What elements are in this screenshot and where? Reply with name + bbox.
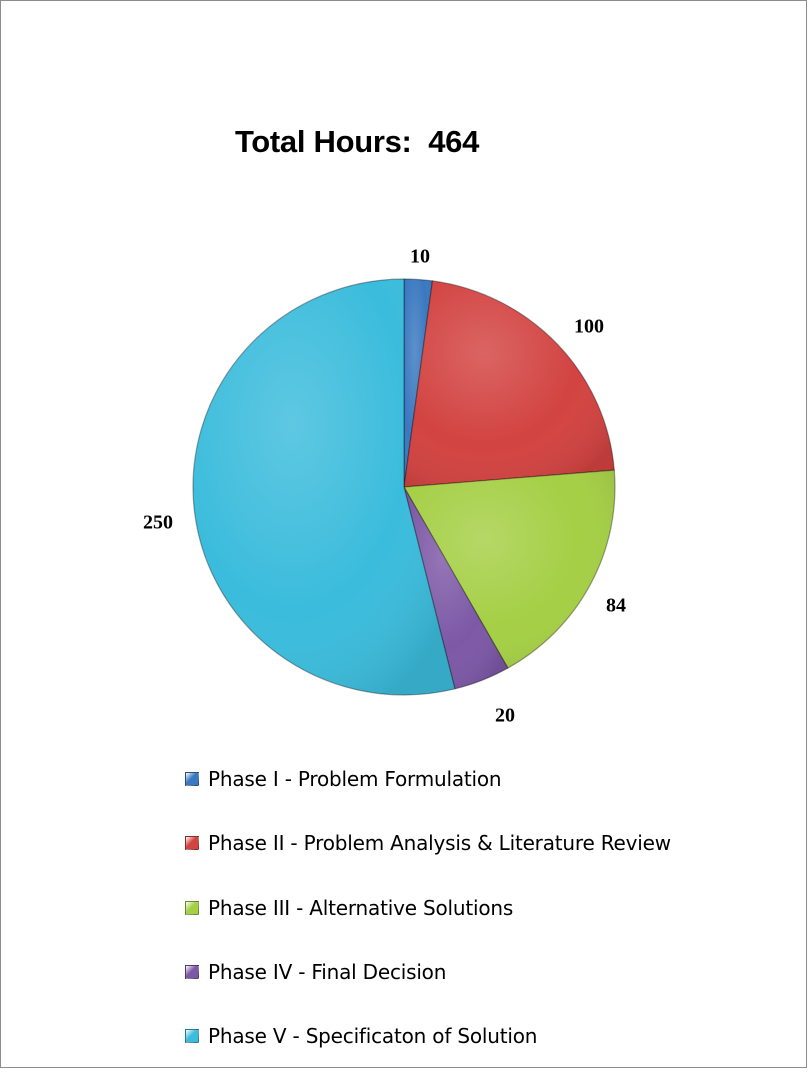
legend-swatch-4 — [185, 964, 199, 979]
legend-label-3: Phase III - Alternative Solutions — [208, 895, 514, 920]
legend-swatch-2 — [185, 836, 199, 851]
data-label-3: 84 — [606, 595, 626, 617]
legend-item-1: Phase I - Problem Formulation — [185, 762, 671, 826]
pie-slices — [192, 278, 616, 696]
pie-slice-shading-3 — [404, 470, 615, 669]
legend-item-5: Phase V - Specificaton of Solution — [185, 1019, 671, 1083]
data-label-5: 250 — [143, 512, 173, 534]
legend: Phase I - Problem Formulation Phase II - … — [185, 762, 671, 1083]
legend-item-3: Phase III - Alternative Solutions — [185, 891, 671, 955]
legend-label-1: Phase I - Problem Formulation — [208, 767, 502, 791]
pie-slice-shading-5 — [193, 279, 455, 695]
legend-item-4: Phase IV - Final Decision — [185, 955, 671, 1019]
legend-label-5: Phase V - Specificaton of Solution — [208, 1024, 538, 1049]
data-label-4: 20 — [495, 705, 515, 727]
legend-swatch-1 — [185, 772, 199, 786]
legend-label-4: Phase IV - Final Decision — [208, 959, 447, 984]
data-label-2: 100 — [574, 316, 604, 338]
legend-item-2: Phase II - Problem Analysis & Literature… — [185, 826, 671, 890]
legend-swatch-5 — [185, 1029, 199, 1044]
pie-data-labels: 10 100 84 20 250 — [143, 246, 626, 727]
pie-slice-shading-2 — [404, 280, 615, 487]
legend-label-2: Phase II - Problem Analysis & Literature… — [208, 831, 671, 856]
chart-title: Total Hours: 464 — [234, 124, 480, 159]
pie-slice-shading-1 — [404, 279, 433, 487]
legend-swatch-3 — [185, 900, 199, 915]
pie-slice-shading-4 — [404, 487, 508, 689]
data-label-1: 10 — [410, 246, 430, 268]
